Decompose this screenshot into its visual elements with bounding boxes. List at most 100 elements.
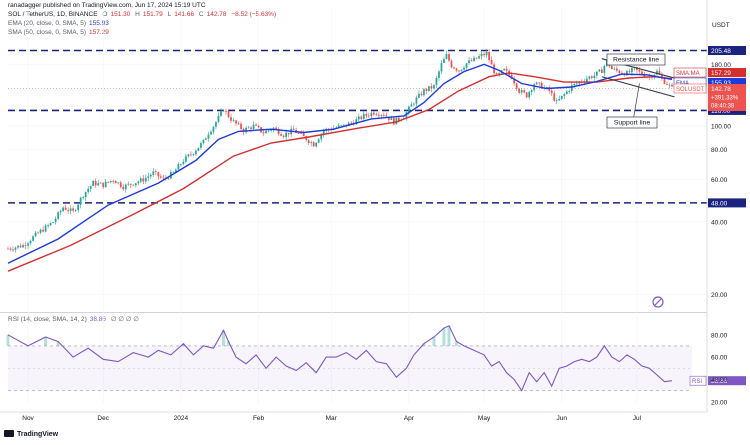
rsi-tick-label: 20.00 (711, 399, 728, 406)
candle-body (433, 84, 435, 89)
candle-body (420, 93, 423, 96)
candle-body (410, 104, 413, 107)
candle-body (292, 128, 295, 130)
candle-body (565, 91, 568, 95)
candle-body (530, 90, 533, 92)
sma-50-line (7, 72, 673, 272)
candle-body (643, 74, 646, 78)
candle-body (62, 207, 65, 212)
rsi-legend[interactable]: RSI (14, close, SMA, 14, 2) 38.86 ∅ ∅ ∅ ∅ (8, 316, 142, 324)
ema-legend-value: 155.93 (89, 20, 109, 27)
candle-body (132, 184, 135, 186)
ema-legend[interactable]: EMA (20, close, 0, SMA, 5) 155.93 (8, 20, 112, 28)
candle-body (29, 240, 32, 244)
candle-body (74, 210, 77, 211)
candle-body (340, 125, 343, 127)
candle-body (350, 122, 353, 124)
candle-body (365, 113, 368, 116)
publisher-credit: ranadagger published on TradingView.com,… (8, 2, 206, 9)
candle-body (590, 76, 593, 79)
candle-body (450, 60, 453, 68)
candle-body (195, 150, 197, 155)
candle-body (285, 132, 288, 137)
candle-body (9, 248, 12, 250)
price-tick-label: 40.00 (711, 219, 728, 226)
candle-body (122, 186, 125, 190)
bar-countdown: 08:40:38 (711, 103, 735, 109)
tradingview-logo[interactable]: TradingView (4, 430, 58, 438)
level-price-tag (708, 46, 746, 56)
candle-body (282, 135, 285, 137)
price-tick-label: 60.00 (711, 177, 728, 184)
candle-body (235, 120, 237, 124)
sma-legend-value: 157.29 (89, 29, 109, 36)
candle-body (563, 94, 566, 96)
candle-body (212, 126, 215, 132)
candle-body (67, 209, 70, 211)
candle-body (513, 78, 516, 84)
candle-body (540, 82, 543, 89)
candle-body (114, 180, 117, 184)
candle-body (465, 63, 468, 68)
candle-body (317, 139, 320, 143)
candle-body (555, 100, 558, 102)
candle-body (538, 82, 541, 84)
candle-body (144, 177, 147, 182)
candle-body (423, 89, 425, 96)
candle-body (220, 110, 222, 116)
candle-body (357, 116, 360, 120)
level-price-tag (708, 198, 746, 208)
candle-body (413, 103, 415, 105)
last-price-name: SOLUSDT (676, 87, 705, 93)
candle-body (257, 125, 260, 128)
candle-body (618, 70, 621, 74)
ema-legend-label: EMA (20, close, 0, SMA, 5) (8, 20, 87, 27)
rsi-tick-label: 40.00 (711, 377, 728, 384)
last-price-box (708, 83, 746, 111)
candle-body (52, 222, 54, 224)
candle-body (277, 128, 280, 135)
candle-body (232, 120, 235, 122)
candle-body (575, 83, 578, 85)
ema-tag-value-box (708, 77, 746, 87)
candle-body (663, 78, 666, 84)
candle-body (245, 127, 247, 133)
candle-body (270, 130, 272, 131)
time-tick-label: 2024 (174, 415, 189, 422)
candle-body (252, 124, 255, 129)
candle-body (302, 133, 305, 137)
candle-body (370, 112, 373, 116)
tradingview-logo-text: TradingView (17, 431, 59, 438)
candle-body (217, 115, 220, 122)
candle-body (59, 211, 62, 213)
candle-body (535, 82, 538, 85)
time-tick-label: Feb (253, 415, 265, 422)
candle-body (661, 74, 663, 79)
candle-body (585, 78, 588, 82)
candle-body (167, 178, 170, 179)
candle-body (22, 245, 24, 248)
sma-tag-name: SMA:MA (676, 71, 700, 77)
sma-legend[interactable]: SMA (50, close, 0, SMA, 5) 157.29 (8, 29, 112, 37)
candle-body (89, 186, 92, 190)
candle-body (300, 132, 303, 134)
candle-body (307, 140, 310, 143)
candle-body (54, 218, 57, 223)
candle-body (425, 89, 428, 91)
candle-body (483, 53, 485, 56)
price-tags: 205.48116.0048.00SMA:MA157.29EMA155.93SO… (673, 46, 746, 208)
candle-body (638, 69, 641, 72)
candle-body (533, 84, 536, 91)
candle-body (222, 110, 225, 112)
price-tick-label: 100.00 (711, 123, 731, 130)
candle-body (124, 184, 127, 190)
candle-body (99, 182, 102, 184)
symbol-pair: SOL / TetherUS, 1D, BINANCE (8, 11, 98, 18)
candle-body (154, 171, 157, 173)
candle-body (57, 212, 59, 219)
candle-body (137, 181, 140, 184)
candle-body (390, 118, 393, 120)
panel-divider[interactable] (0, 312, 707, 313)
ohlc-low: 141.66 (174, 11, 195, 18)
